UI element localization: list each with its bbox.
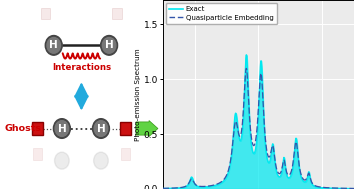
Circle shape bbox=[47, 37, 61, 53]
Text: H: H bbox=[57, 124, 66, 133]
Legend: Exact, Quasiparticle Embedding: Exact, Quasiparticle Embedding bbox=[166, 3, 277, 24]
FancyBboxPatch shape bbox=[41, 8, 51, 19]
Circle shape bbox=[94, 121, 108, 136]
Y-axis label: Photo-emission Spectrum: Photo-emission Spectrum bbox=[135, 48, 141, 141]
FancyBboxPatch shape bbox=[33, 148, 42, 160]
FancyBboxPatch shape bbox=[32, 122, 43, 135]
Circle shape bbox=[101, 36, 118, 55]
FancyBboxPatch shape bbox=[120, 122, 131, 135]
FancyBboxPatch shape bbox=[112, 8, 122, 19]
FancyBboxPatch shape bbox=[120, 148, 130, 160]
Text: H: H bbox=[105, 40, 114, 50]
Circle shape bbox=[102, 37, 116, 53]
Text: H: H bbox=[97, 124, 105, 133]
Circle shape bbox=[55, 121, 69, 136]
Text: H: H bbox=[49, 40, 58, 50]
Text: Interactions: Interactions bbox=[52, 63, 111, 72]
Circle shape bbox=[92, 119, 109, 138]
Circle shape bbox=[53, 119, 70, 138]
Circle shape bbox=[45, 36, 62, 55]
Circle shape bbox=[55, 152, 69, 169]
Circle shape bbox=[94, 152, 108, 169]
FancyArrow shape bbox=[136, 121, 158, 136]
Text: Ghosts: Ghosts bbox=[5, 124, 42, 133]
